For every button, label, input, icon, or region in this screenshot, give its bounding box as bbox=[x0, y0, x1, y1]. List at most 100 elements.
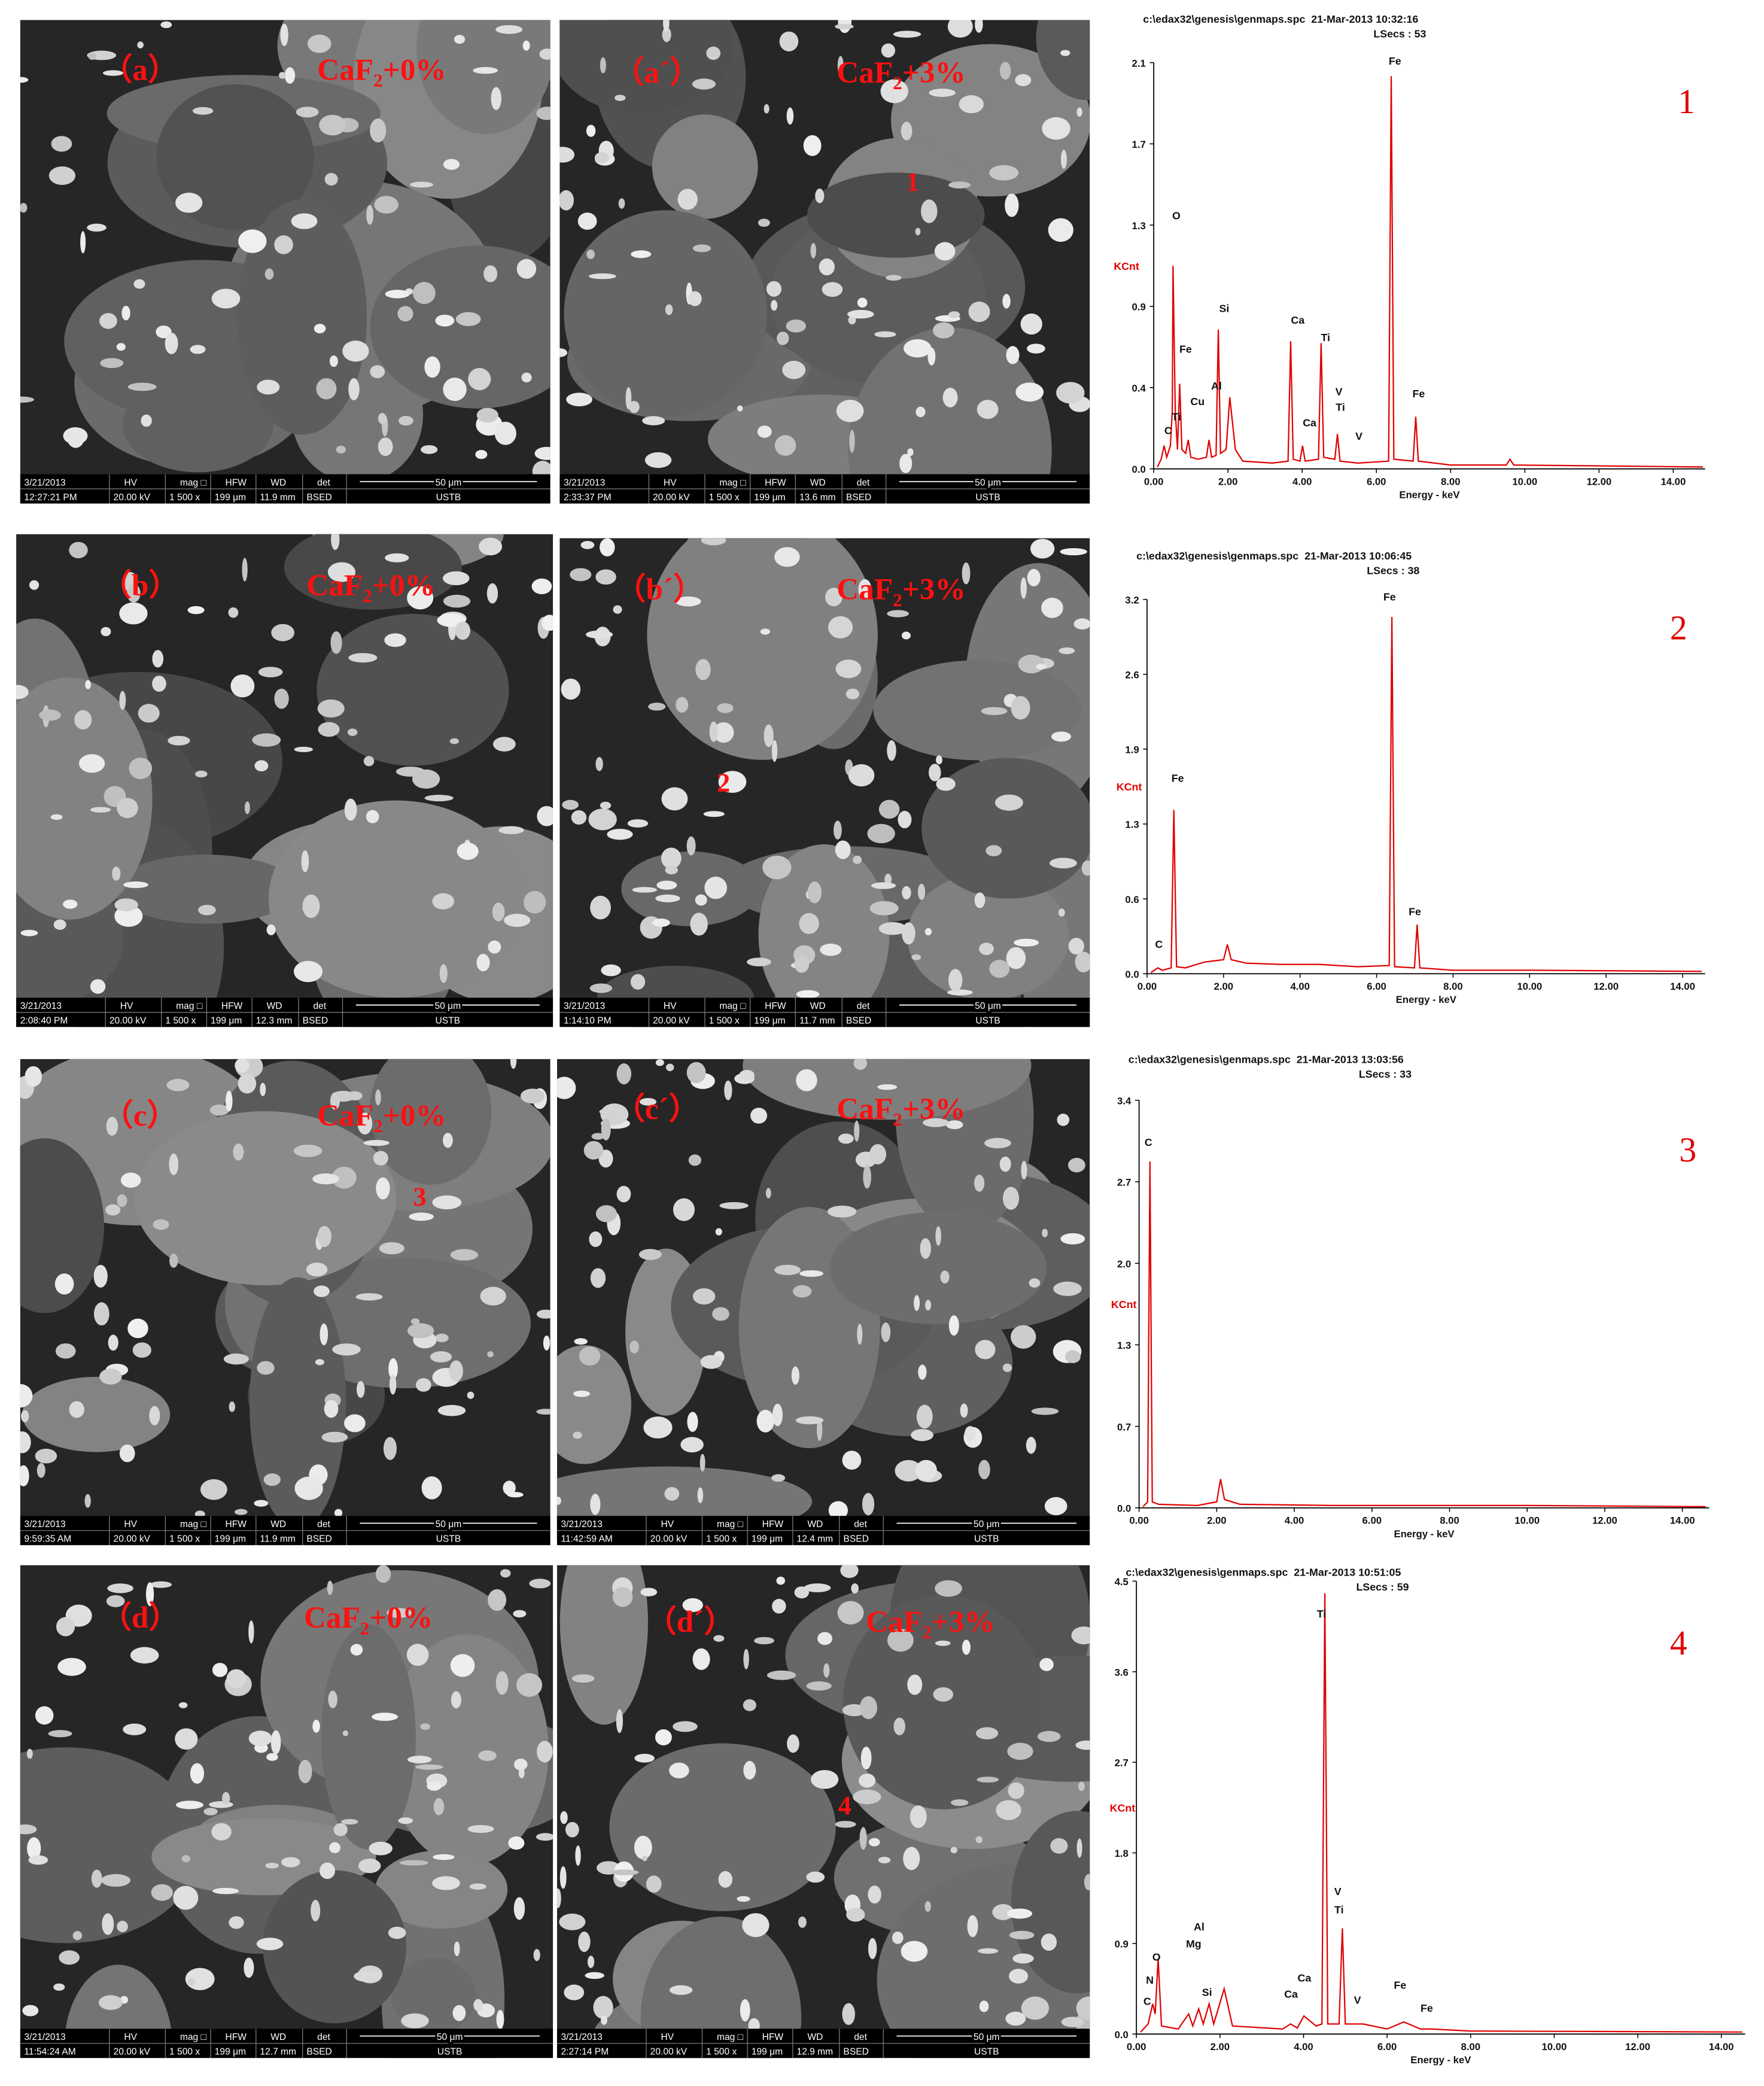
info-text: HFW bbox=[226, 2032, 247, 2042]
sem-grain bbox=[863, 1165, 871, 1189]
sem-grain bbox=[901, 1941, 928, 1962]
sem-grain bbox=[190, 345, 206, 354]
sem-grain bbox=[107, 1583, 133, 1594]
sem-grain bbox=[116, 343, 126, 351]
sem-grain bbox=[357, 1112, 373, 1135]
sem-grain bbox=[346, 1091, 363, 1100]
sem-grain bbox=[1060, 1233, 1085, 1245]
peak-label: N bbox=[1146, 1974, 1154, 1986]
sem-grain bbox=[151, 1884, 173, 1901]
sem-grain bbox=[837, 1601, 864, 1625]
sem-grain bbox=[229, 1401, 235, 1412]
sem-region bbox=[113, 855, 298, 924]
sem-grain bbox=[48, 1730, 72, 1738]
sem-region bbox=[16, 677, 153, 920]
info-text: det bbox=[317, 478, 330, 488]
info-text: mag □ bbox=[176, 1001, 203, 1011]
sem-grain bbox=[138, 704, 160, 723]
sem-grain bbox=[430, 1351, 452, 1363]
x-tick-label: 0.00 bbox=[1129, 1515, 1148, 1527]
sem-grain bbox=[717, 703, 734, 713]
sem-grain bbox=[366, 205, 374, 225]
sem-grain bbox=[662, 27, 671, 42]
sem-grain bbox=[293, 1144, 323, 1157]
formula-sub: 2 bbox=[360, 1617, 370, 1638]
sem-grain bbox=[578, 1931, 591, 1953]
x-tick-label: 6.00 bbox=[1362, 1515, 1382, 1527]
sem-grain bbox=[828, 1501, 848, 1520]
info-text: 199 μm bbox=[215, 1534, 246, 1544]
sem-grain bbox=[169, 1253, 178, 1268]
info-text: 20.00 kV bbox=[653, 492, 690, 503]
sem-grain bbox=[774, 435, 796, 456]
sem-grain bbox=[627, 819, 649, 828]
live-seconds: LSecs : 59 bbox=[1356, 1581, 1409, 1593]
sem-grain bbox=[804, 1583, 831, 1592]
sem-grain bbox=[316, 378, 337, 400]
sem-grain bbox=[962, 1640, 971, 1655]
sem-grain bbox=[692, 78, 716, 90]
info-text: 199 μm bbox=[215, 2047, 246, 2057]
sem-grain bbox=[99, 1369, 122, 1385]
sem-grain bbox=[880, 79, 908, 104]
sem-grain bbox=[222, 1792, 230, 1805]
sem-grain bbox=[560, 1811, 568, 1825]
sem-grain bbox=[503, 1480, 516, 1495]
info-text: 20.00 kV bbox=[650, 2047, 688, 2057]
info-text: 3/21/2013 bbox=[564, 1001, 605, 1011]
sem-grain bbox=[192, 107, 214, 115]
x-tick-label: 12.00 bbox=[1625, 2041, 1650, 2052]
y-tick-label: 1.3 bbox=[1125, 819, 1139, 831]
sem-grain bbox=[709, 721, 718, 742]
info-text: mag □ bbox=[719, 1001, 746, 1011]
sem-grain bbox=[443, 594, 471, 608]
sem-grain bbox=[242, 558, 248, 582]
composition-label: CaF2+0% bbox=[317, 53, 446, 91]
info-text: 13.6 mm bbox=[799, 492, 836, 503]
y-axis-label: KCnt bbox=[1117, 781, 1142, 793]
sem-grain bbox=[853, 855, 862, 864]
sem-grain bbox=[556, 1077, 576, 1099]
sem-grain bbox=[757, 425, 772, 438]
sem-grain bbox=[601, 964, 621, 977]
peak-label: V bbox=[1336, 386, 1343, 398]
sem-grain bbox=[965, 1426, 976, 1442]
sem-grain bbox=[835, 1820, 856, 1828]
sem-grain bbox=[229, 1916, 244, 1929]
sem-grain bbox=[851, 1583, 859, 1594]
peak-label: Fe bbox=[1179, 343, 1192, 355]
lab-name: USTB bbox=[974, 2047, 999, 2057]
sem-grain bbox=[948, 1315, 959, 1336]
sem-grain bbox=[244, 801, 250, 814]
formula-base: CaF bbox=[317, 53, 373, 87]
spectrum-number: 4 bbox=[1670, 1623, 1687, 1662]
sem-grain bbox=[21, 1410, 29, 1422]
sem-grain bbox=[932, 322, 954, 339]
sem-grain bbox=[469, 1883, 486, 1890]
sem-grain bbox=[771, 1474, 786, 1482]
sem-grain bbox=[916, 406, 926, 418]
sem-grain bbox=[948, 181, 971, 188]
sem-grain bbox=[1075, 951, 1090, 972]
x-tick-label: 6.00 bbox=[1367, 476, 1386, 487]
sem-grain bbox=[84, 1494, 91, 1508]
sem-grain bbox=[98, 1995, 123, 2010]
sem-region bbox=[807, 172, 985, 258]
sem-grain bbox=[209, 1104, 229, 1116]
sem-grain bbox=[675, 596, 701, 607]
sem-grain bbox=[878, 799, 900, 819]
info-text: WD bbox=[810, 1001, 826, 1011]
x-tick-label: 14.00 bbox=[1709, 2041, 1734, 2052]
info-text: BSED bbox=[843, 2047, 868, 2057]
info-text: BSED bbox=[303, 1016, 328, 1026]
x-tick-label: 14.00 bbox=[1660, 476, 1686, 487]
sem-grain bbox=[513, 1610, 527, 1618]
info-text: 1 500 x bbox=[706, 1534, 737, 1544]
sem-grain bbox=[153, 1219, 169, 1230]
sem-grain bbox=[270, 1730, 281, 1754]
sem-grain bbox=[655, 894, 680, 902]
sem-grain bbox=[655, 1059, 664, 1066]
sem-grain bbox=[492, 902, 505, 922]
sem-grain bbox=[315, 1359, 324, 1366]
info-text: WD bbox=[807, 1519, 823, 1529]
